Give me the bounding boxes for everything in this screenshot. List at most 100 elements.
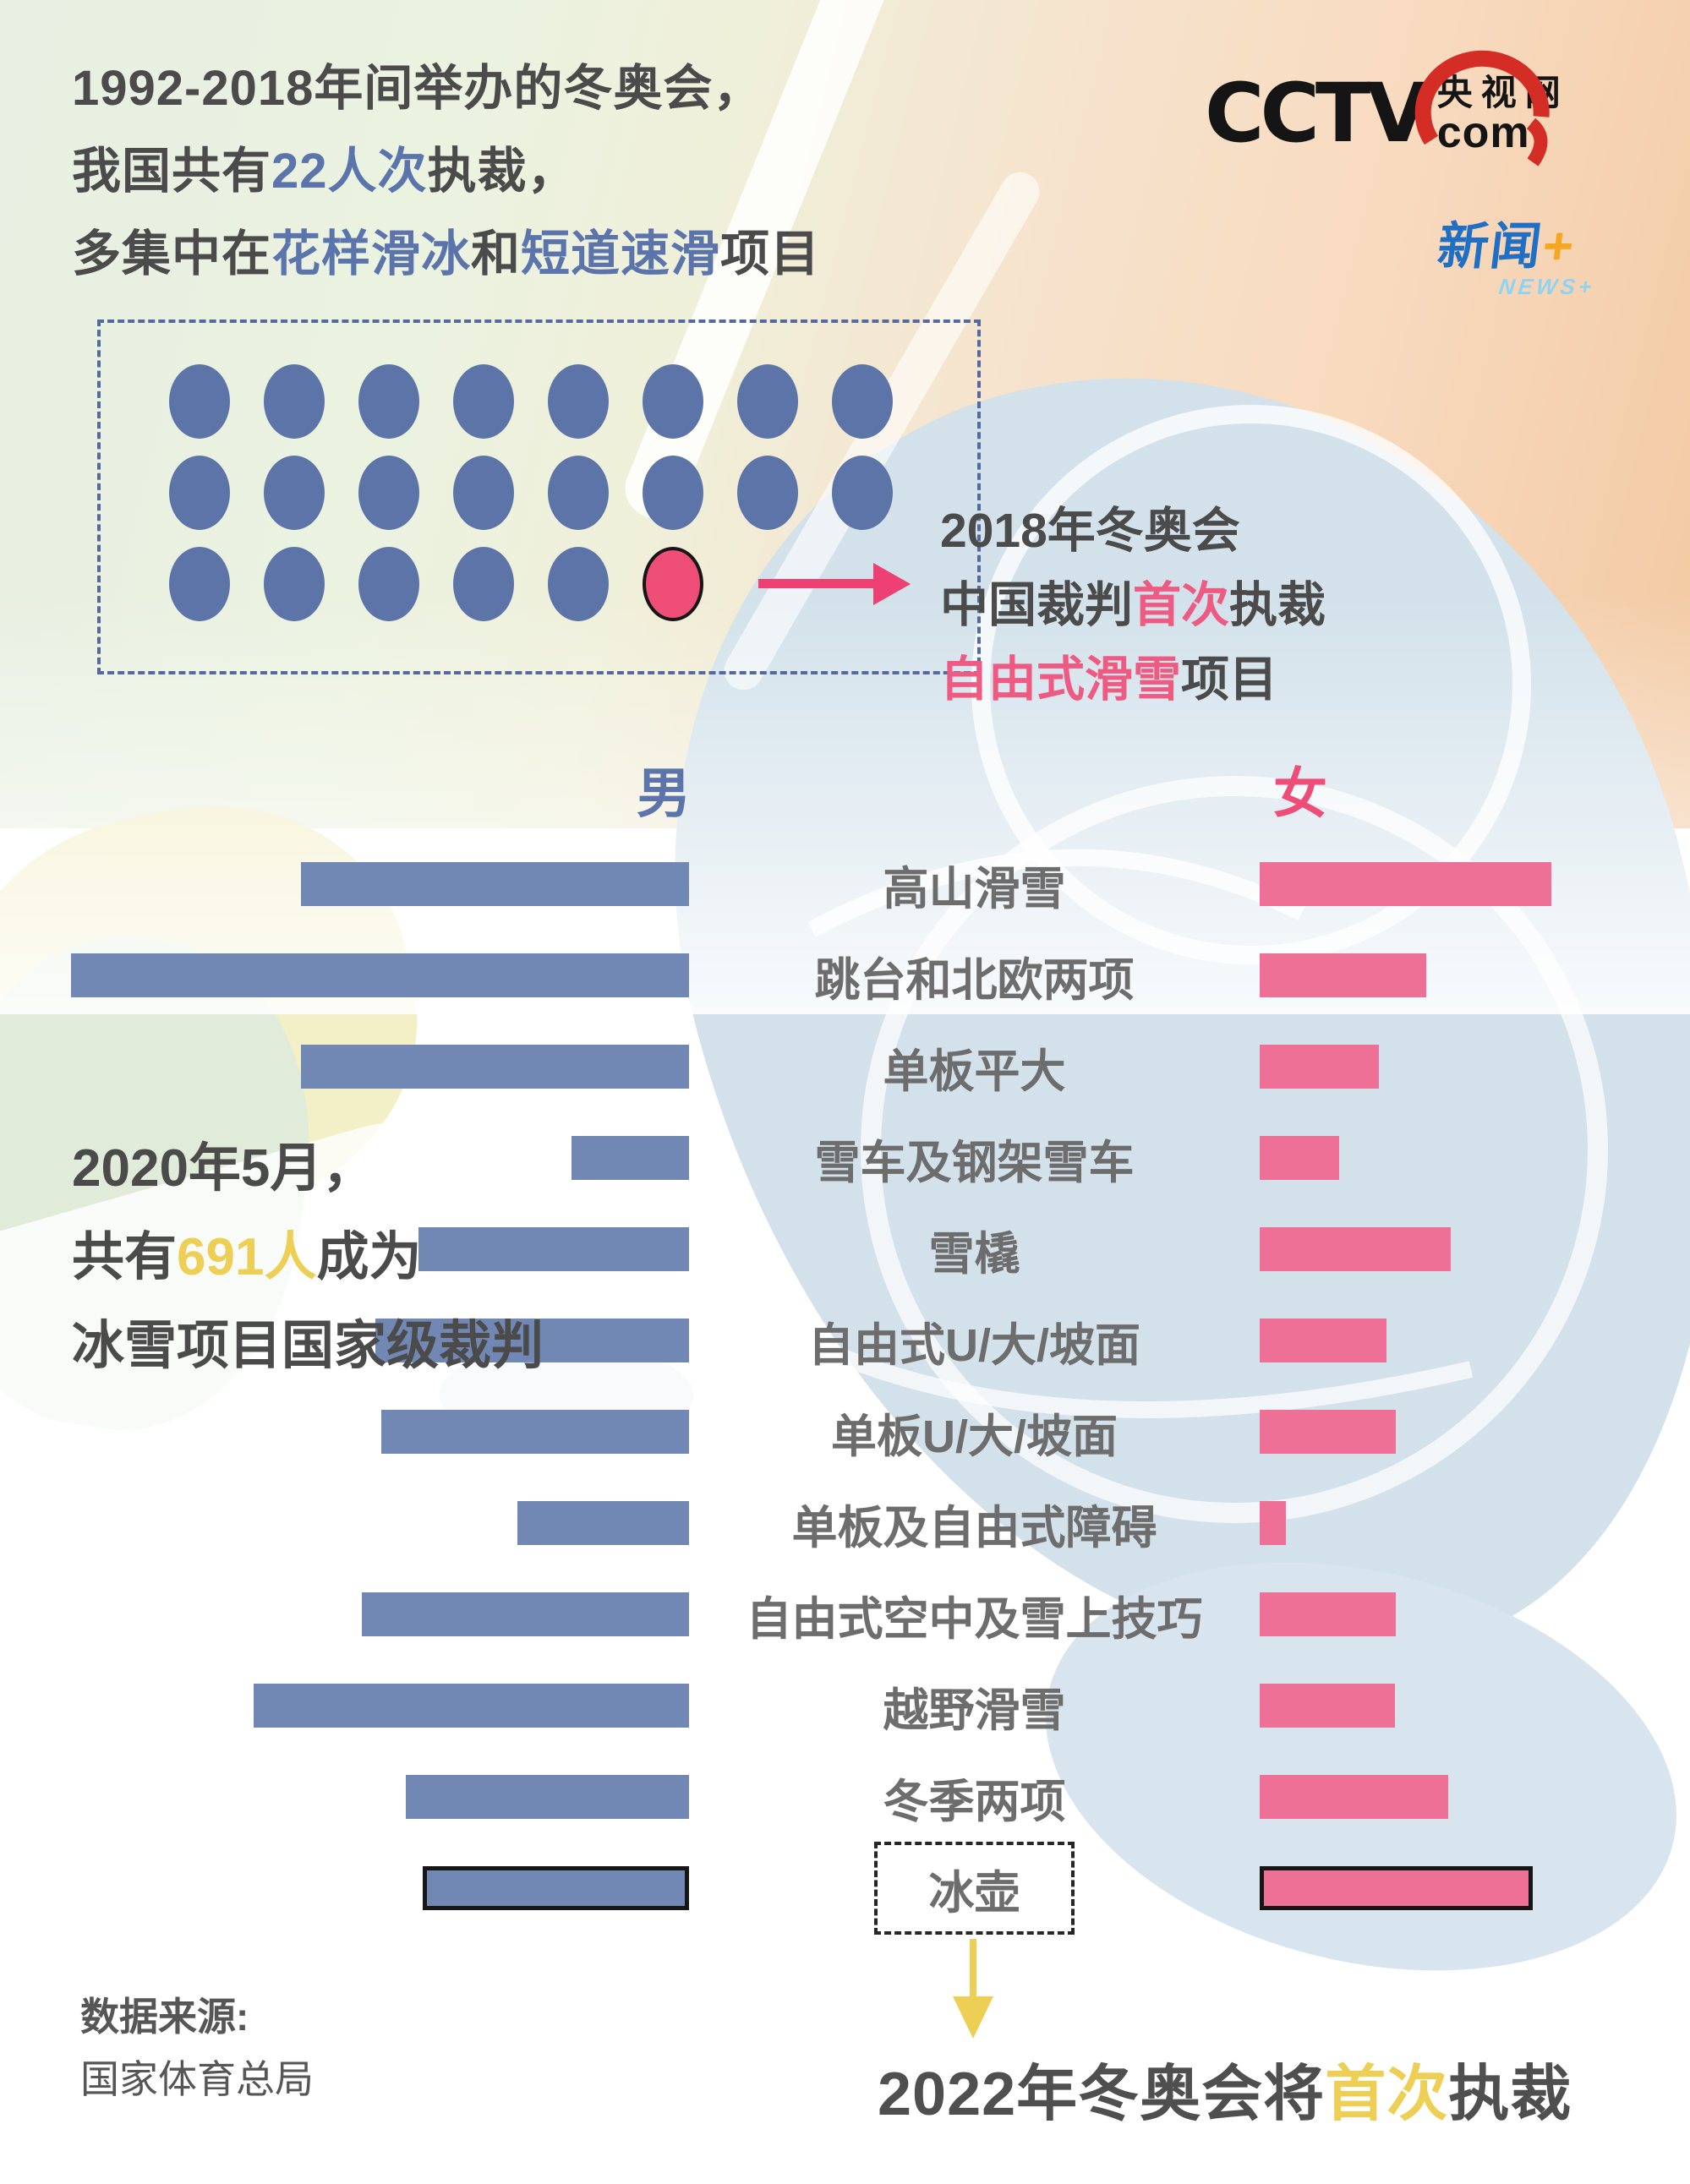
footer-callout-text: 2022年冬奥会将首次执裁	[878, 2061, 1572, 2128]
female-bar	[1260, 1227, 1451, 1271]
category-label: 冰壶	[928, 1867, 1020, 1919]
male-bar-cell	[71, 1684, 689, 1728]
dot-callout-text: 2018年冬奥会 中国裁判首次执裁 自由式滑雪项目	[940, 494, 1326, 717]
female-bar	[1260, 1319, 1386, 1362]
female-bar-cell	[1260, 1410, 1690, 1454]
title-accent-figure-skating: 花样滑冰	[271, 227, 472, 281]
female-bar	[1260, 1684, 1395, 1728]
judge-dot	[453, 456, 514, 530]
annotation-accent-691: 691人	[177, 1228, 317, 1286]
category-cell: 雪车及钢架雪车	[689, 1125, 1260, 1192]
category-cell: 冬季两项	[689, 1764, 1260, 1831]
category-label: 冬季两项	[883, 1776, 1066, 1827]
title-accent-22: 22人次	[271, 144, 428, 199]
dot-row	[169, 364, 893, 439]
chart-row: 单板平大	[71, 1021, 1690, 1112]
category-label: 越野滑雪	[883, 1684, 1066, 1736]
female-bar-cell	[1260, 1775, 1690, 1819]
male-bar-cell	[71, 1866, 689, 1910]
female-bar	[1260, 1775, 1448, 1819]
judge-dot	[169, 456, 230, 530]
dot-row	[169, 456, 893, 530]
title-accent-short-track: 短道速滑	[521, 227, 721, 281]
female-bar	[1260, 953, 1426, 997]
annotation-691: 2020年5月， 共有691人成为 冰雪项目国家级裁判	[72, 1124, 544, 1390]
judge-dot	[453, 364, 514, 439]
male-bar	[301, 862, 689, 906]
chart-row: 雪橇	[71, 1204, 1690, 1295]
category-cell: 雪橇	[689, 1216, 1260, 1283]
male-bar	[517, 1501, 689, 1545]
judge-dot	[264, 456, 325, 530]
judge-dot	[832, 456, 893, 530]
male-bar-cell	[71, 862, 689, 906]
judge-dot	[737, 456, 798, 530]
female-bar-cell	[1260, 1501, 1690, 1545]
annotation-line-2: 共有691人成为	[72, 1228, 422, 1286]
category-cell: 自由式空中及雪上技巧	[689, 1581, 1260, 1648]
yellow-arrow	[970, 1939, 976, 1998]
chart-row: 高山滑雪	[71, 838, 1690, 930]
category-cell: 越野滑雪	[689, 1673, 1260, 1739]
male-bar	[375, 1319, 689, 1362]
judge-dot	[832, 364, 893, 439]
judge-dot	[358, 547, 419, 621]
chart-row: 自由式空中及雪上技巧	[71, 1569, 1690, 1660]
judge-dot	[264, 547, 325, 621]
category-cell: 单板及自由式障碍	[689, 1490, 1260, 1557]
judge-dot	[169, 547, 230, 621]
category-label: 跳台和北欧两项	[814, 954, 1135, 1006]
female-bar-cell	[1260, 1319, 1690, 1362]
title-line-2: 我国共有22人次执裁，	[72, 144, 577, 199]
footer-accent-first-time: 首次	[1325, 2061, 1449, 2128]
cctv-red-swoosh-icon	[1414, 50, 1550, 167]
category-label: 雪车及钢架雪车	[814, 1137, 1135, 1188]
male-bar	[418, 1227, 689, 1271]
data-source-label: 数据来源:	[80, 1995, 249, 2039]
page-title: 1992-2018年间举办的冬奥会， 我国共有22人次执裁， 多集中在花样滑冰和…	[72, 47, 820, 296]
female-bar	[1260, 1410, 1396, 1454]
male-bar	[301, 1045, 689, 1089]
callout-accent-freestyle: 自由式滑雪	[940, 652, 1181, 707]
dot-callout-line-1: 2018年冬奥会	[940, 504, 1240, 558]
male-bar-cell	[71, 953, 689, 997]
category-cell: 高山滑雪	[689, 851, 1260, 918]
news-plus-badge: 新闻+ NEWS+	[1431, 205, 1605, 300]
chart-row: 跳台和北欧两项	[71, 930, 1690, 1021]
news-plus-en: NEWS+	[1497, 274, 1597, 299]
judge-dot	[453, 547, 514, 621]
background-fade	[0, 592, 1690, 1014]
female-bar	[1260, 1592, 1396, 1636]
chart-row: 单板及自由式障碍	[71, 1477, 1690, 1569]
male-bar-cell	[71, 1045, 689, 1089]
judge-dot	[548, 364, 609, 439]
female-bar-cell	[1260, 1045, 1690, 1089]
judge-dot	[358, 364, 419, 439]
judge-dot	[643, 456, 703, 530]
female-bar-cell	[1260, 1227, 1690, 1271]
yellow-arrow-head-icon	[953, 1996, 993, 2039]
category-label: 自由式U/大/坡面	[807, 1319, 1140, 1371]
judges-bar-chart: 高山滑雪跳台和北欧两项单板平大雪车及钢架雪车 雪橇自由式U/大/坡面单板U/大/坡…	[71, 838, 1690, 1935]
male-bar	[423, 1866, 689, 1910]
dot-callout-line-3: 自由式滑雪项目	[940, 652, 1277, 707]
annotation-line-1: 2020年5月，	[72, 1139, 375, 1198]
chart-row: 单板U/大/坡面	[71, 1386, 1690, 1477]
judge-dot	[548, 547, 609, 621]
judge-dot	[737, 364, 798, 439]
male-bar-cell	[71, 1319, 689, 1362]
judges-dot-panel	[97, 319, 981, 674]
male-bar	[572, 1136, 689, 1180]
male-bar-cell	[71, 1775, 689, 1819]
female-bar-cell	[1260, 1136, 1690, 1180]
judge-dot	[643, 364, 703, 439]
chart-row: 冰壶	[71, 1842, 1690, 1935]
female-bar-cell	[1260, 1684, 1690, 1728]
male-bar	[381, 1410, 689, 1454]
category-label: 雪橇	[928, 1228, 1020, 1280]
female-bar	[1260, 1866, 1533, 1910]
highlight-category-box: 冰壶	[874, 1842, 1075, 1935]
chart-row: 雪车及钢架雪车	[71, 1112, 1690, 1204]
annotation-line-3: 冰雪项目国家级裁判	[72, 1317, 544, 1375]
